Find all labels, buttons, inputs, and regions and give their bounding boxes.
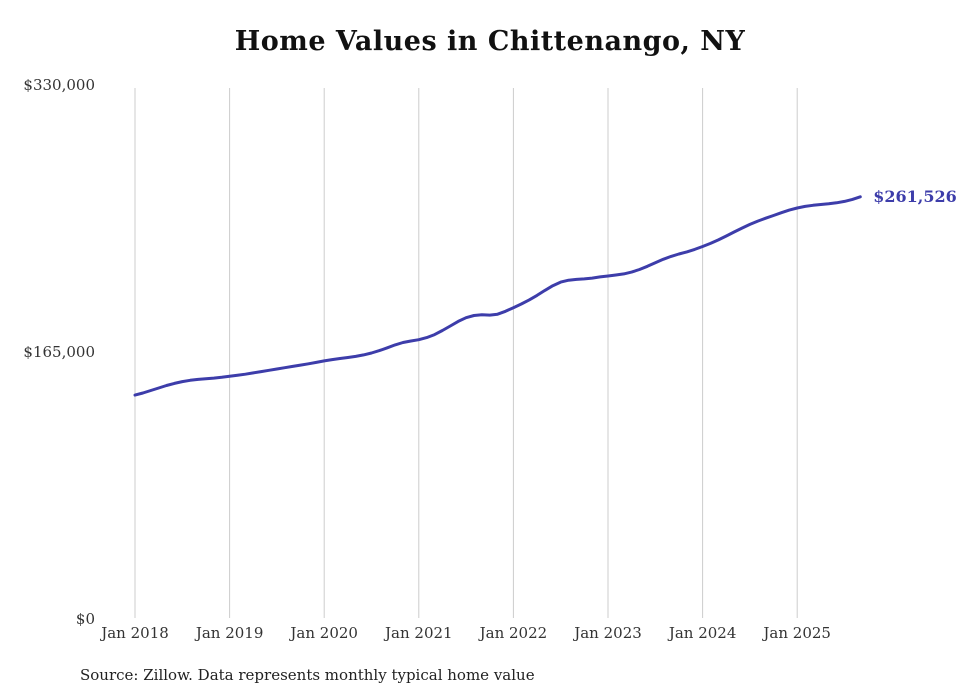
x-tick-label: Jan 2022 <box>479 624 548 642</box>
x-tick-label: Jan 2024 <box>668 624 737 642</box>
chart-title: Home Values in Chittenango, NY <box>234 26 746 57</box>
x-tick-label: Jan 2018 <box>101 624 169 642</box>
latest-value-label: $261,526 <box>873 186 957 206</box>
y-tick-label: $165,000 <box>23 343 95 361</box>
y-tick-label: $330,000 <box>23 76 95 94</box>
y-tick-label: $0 <box>75 610 95 628</box>
x-tick-label: Jan 2019 <box>195 624 264 642</box>
x-tick-label: Jan 2020 <box>290 624 358 642</box>
gridlines <box>134 88 798 618</box>
x-tick-label: Jan 2021 <box>385 624 453 642</box>
x-tick-label: Jan 2023 <box>574 624 642 642</box>
home-value-line <box>133 195 862 397</box>
x-tick-label: Jan 2025 <box>763 624 831 642</box>
source-note: Source: Zillow. Data represents monthly … <box>80 666 535 684</box>
